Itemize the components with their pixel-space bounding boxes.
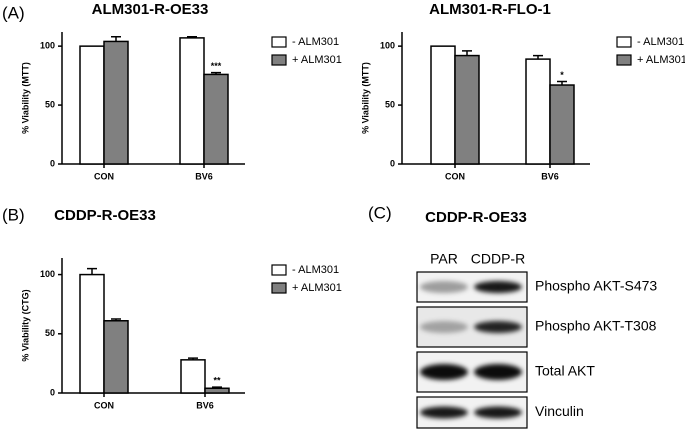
panel-label: (B) [2,205,25,224]
x-tick-label: CON [94,171,114,181]
chart-title: ALM301-R-FLO-1 [429,1,551,18]
legend-label: - ALM301 [292,36,339,48]
error-bar [557,80,567,86]
blot-band [420,321,468,333]
error-bar [212,386,222,389]
panel-label: (C) [368,203,392,222]
y-tick-label: 100 [380,41,395,51]
bar [79,273,105,394]
bar [203,73,229,165]
error-bar [111,318,121,321]
x-tick-label: CON [445,171,465,181]
y-axis-label: % Viability (CTG) [20,289,30,361]
x-tick-label: BV6 [195,171,213,181]
bar [525,58,551,165]
legend-label: - ALM301 [292,264,339,276]
error-bar [111,35,121,42]
y-tick-label: 100 [40,269,55,279]
significance-label: ** [213,375,221,385]
lane-label: PAR [430,251,458,267]
blot-band [474,364,522,380]
legend-label: - ALM301 [637,36,684,48]
y-axis-label: % Viability (MTT) [360,62,370,134]
legend-label: + ALM301 [637,54,685,66]
significance-label: *** [211,61,222,71]
bar [549,84,575,165]
legend-swatch [271,282,287,294]
legend-swatch [616,36,632,48]
y-tick-label: 0 [390,158,395,168]
legend-swatch [271,264,287,276]
significance-label: * [560,70,564,80]
bar [180,359,206,394]
bar [204,387,230,394]
bar [103,320,129,394]
y-tick-label: 50 [45,328,55,338]
x-tick-label: BV6 [196,400,214,410]
chart-title: CDDP-R-OE33 [54,207,156,224]
legend-swatch [271,54,287,66]
error-bar [462,50,472,56]
legend-swatch [271,36,287,48]
legend-label: + ALM301 [292,282,342,294]
blot-band [420,281,468,293]
blot-band [420,406,468,419]
row-label: Phospho AKT-T308 [535,318,657,334]
y-tick-label: 0 [50,158,55,168]
y-tick-label: 50 [45,99,55,109]
chart-title: ALM301-R-OE33 [92,1,209,18]
error-bar [187,35,197,38]
blot-band [420,364,468,380]
bar [454,54,480,165]
legend-swatch [616,54,632,66]
y-tick-label: 0 [50,387,55,397]
row-label: Phospho AKT-S473 [535,278,657,294]
legend-label: + ALM301 [292,54,342,66]
western-blot: CDDP-R-OE33 PAR CDDP-R Phospho AKT-S473 P… [416,209,657,429]
y-tick-label: 50 [385,99,395,109]
error-bar [87,267,97,275]
blot-title: CDDP-R-OE33 [425,209,527,226]
blot-band [474,281,522,293]
y-axis-label: % Viability (MTT) [20,62,30,134]
row-label: Vinculin [535,403,584,419]
bar [79,45,105,165]
error-bar [533,54,543,60]
y-tick-label: 100 [40,41,55,51]
row-label: Total AKT [535,363,595,379]
panel-label: (A) [2,3,25,22]
error-bar [188,357,198,360]
blot-band [474,321,522,333]
blot-band [474,406,522,419]
lane-label: CDDP-R [471,251,525,267]
x-tick-label: BV6 [541,171,559,181]
bar [103,40,129,165]
error-bar [211,71,221,75]
bar [179,37,205,165]
x-tick-label: CON [94,400,114,410]
bar [430,45,456,165]
